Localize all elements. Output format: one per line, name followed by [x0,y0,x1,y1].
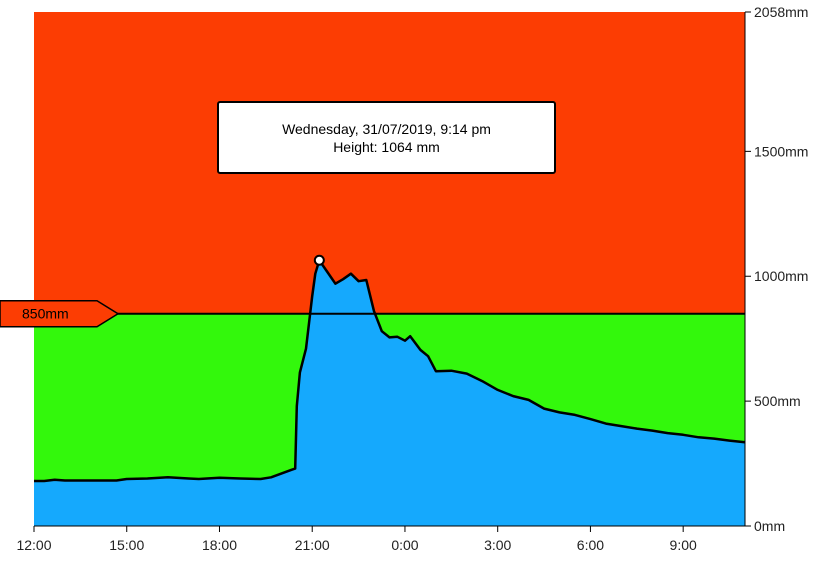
threshold-flag [0,299,120,328]
x-tick-label: 21:00 [295,537,330,553]
x-tick-label: 15:00 [109,537,144,553]
threshold-label: 850mm [22,306,69,322]
y-tick-label: 2058mm [754,4,808,20]
tooltip-height: Height: 1064 mm [333,138,440,155]
x-tick-label: 6:00 [577,537,604,553]
y-tick-label: 500mm [754,393,801,409]
y-tick-label: 1500mm [754,143,808,159]
water-level-area [34,260,745,526]
x-tick-label: 9:00 [670,537,697,553]
tooltip-datetime: Wednesday, 31/07/2019, 9:14 pm [282,120,491,137]
x-tick-label: 18:00 [202,537,237,553]
y-tick-label: 0mm [754,518,785,534]
x-tick-label: 3:00 [484,537,511,553]
highlight-point [313,254,325,266]
axes: 12:00 15:00 18:00 21:00 0:00 3:00 6:00 9:00 0mm 5… [16,4,808,553]
plot-area [34,12,746,526]
y-tick-label: 1000mm [754,268,808,284]
x-tick-label: 0:00 [391,537,418,553]
data-tooltip: Wednesday, 31/07/2019, 9:14 pm Height: 1… [217,101,556,174]
threshold-marker: 850mm [0,299,120,328]
x-tick-label: 12:00 [16,537,51,553]
water-level-line [34,259,746,483]
